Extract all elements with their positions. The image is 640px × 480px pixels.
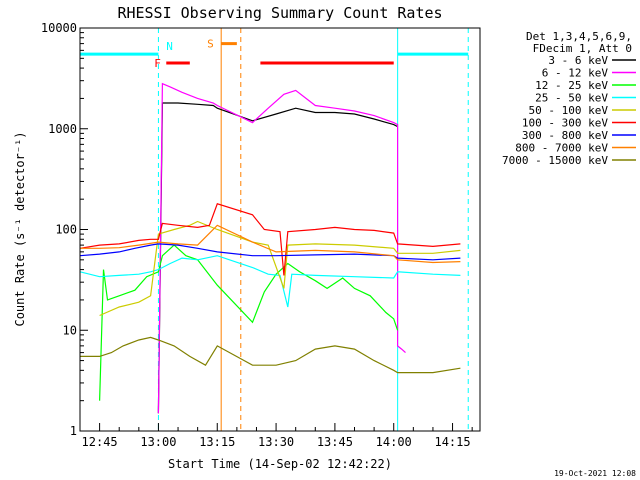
x-axis-label: Start Time (14-Sep-02 12:42:22) xyxy=(168,457,392,471)
legend-header-line-1: Det 1,3,4,5,6,9, xyxy=(526,30,632,43)
x-axis: 12:45 13:00 13:15 13:30 13:45 14:00 14:15 xyxy=(79,423,473,449)
x-tick-label-3: 13:30 xyxy=(258,435,294,449)
x-tick-label-6: 14:15 xyxy=(434,435,470,449)
legend-label-5: 100 - 300 keV xyxy=(522,117,608,130)
x-tick-label-1: 13:00 xyxy=(140,435,176,449)
y-tick-label-4: 10000 xyxy=(41,21,77,35)
series-line-1 xyxy=(157,82,406,414)
x-tick-label-5: 14:00 xyxy=(376,435,412,449)
x-tick-label-4: 13:45 xyxy=(317,435,353,449)
legend-label-1: 6 - 12 keV xyxy=(542,67,609,80)
chart-title: RHESSI Observing Summary Count Rates xyxy=(117,4,442,22)
annotation-label-2: F xyxy=(154,57,161,70)
series-line-8 xyxy=(80,336,461,374)
legend-header-line-2: FDecim 1, Att 0 xyxy=(533,42,632,55)
legend-label-8: 7000 - 15000 keV xyxy=(502,154,608,167)
series-line-5 xyxy=(80,203,461,276)
y-tick-label-3: 1000 xyxy=(48,122,77,136)
series-line-3 xyxy=(80,255,461,308)
generation-timestamp: 19-Oct-2021 12:08 xyxy=(554,469,636,478)
y-axis-label: Count Rate (s⁻¹ detector⁻¹) xyxy=(13,131,27,326)
legend-label-7: 800 - 7000 keV xyxy=(515,142,608,155)
y-tick-label-1: 10 xyxy=(63,323,77,337)
legend-label-2: 12 - 25 keV xyxy=(535,79,608,92)
legend: Det 1,3,4,5,6,9, FDecim 1, Att 0 3 - 6 k… xyxy=(502,30,636,167)
annotation-label-4: S xyxy=(207,38,214,51)
annotation-label-0: N xyxy=(166,40,173,53)
x-tick-label-0: 12:45 xyxy=(82,435,118,449)
y-tick-label-2: 100 xyxy=(55,223,77,237)
y-tick-label-0: 1 xyxy=(70,424,77,438)
y-axis: 1 10 100 1000 10000 xyxy=(41,21,88,438)
legend-label-3: 25 - 50 keV xyxy=(535,92,608,105)
plot-area: NF S xyxy=(80,28,469,431)
legend-label-6: 300 - 800 keV xyxy=(522,129,608,142)
series-line-7 xyxy=(80,224,461,264)
series-line-0 xyxy=(157,102,398,414)
legend-label-4: 50 - 100 keV xyxy=(529,104,609,117)
x-tick-label-2: 13:15 xyxy=(199,435,235,449)
series-line-2 xyxy=(99,244,399,401)
legend-label-0: 3 - 6 keV xyxy=(548,54,608,67)
